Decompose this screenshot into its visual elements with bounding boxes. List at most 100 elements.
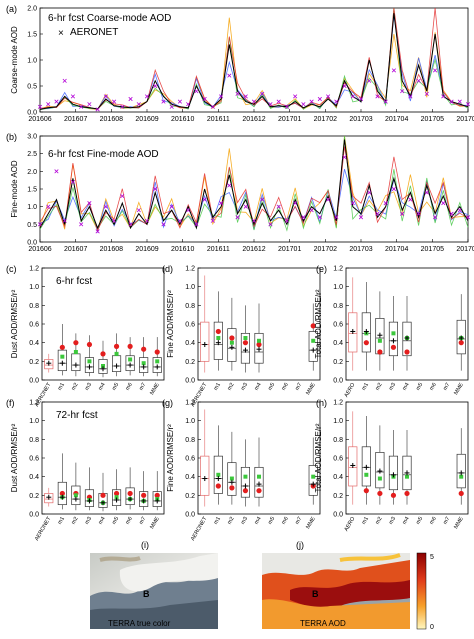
panel-f-rmse-dot <box>127 490 133 497</box>
b-xtick-label: 201606 <box>28 246 51 253</box>
b-ytick-label: 0.0 <box>27 240 37 247</box>
terra-aod-image: B TERRA AOD <box>262 553 410 629</box>
a-aeronet-point <box>37 104 43 109</box>
panel-e-category-label: m2 <box>375 382 384 392</box>
a-model-line-3 <box>39 7 469 110</box>
panel-j: (j) B TERRA AOD 5 0 <box>262 540 434 631</box>
a-aeronet-point <box>169 104 174 109</box>
b-aeronet-point <box>70 179 76 185</box>
panel-g-ytick-label: 0.8 <box>185 437 195 444</box>
b-aeronet-point <box>367 190 372 195</box>
b-aeronet-point <box>144 218 150 223</box>
panel-c-box <box>152 357 162 373</box>
panel-g-ytick-label: 0.0 <box>185 512 195 519</box>
b-aeronet-point <box>391 186 397 192</box>
panel-h-ytick-label: 0.2 <box>333 493 343 500</box>
panel-e-mean-marker <box>390 338 396 344</box>
panel-g-ytick-label: 1.2 <box>185 400 195 407</box>
panel-d-category-label: m5 <box>267 382 276 392</box>
panel-f-category-label: m4 <box>98 516 107 526</box>
panel-e-ytick-label: 0.2 <box>333 359 343 366</box>
panel-a-legend-label: AERONET <box>70 27 118 38</box>
panel-h-ytick-label: 0.8 <box>333 437 343 444</box>
panel-h-category-label: MME <box>453 516 465 530</box>
panel-g-rmse-dot <box>215 483 221 489</box>
panel-g-rmse-dot <box>229 485 235 491</box>
b-aeronet-point <box>251 218 257 223</box>
panel-f-ytick-label: 1.2 <box>29 400 39 407</box>
a-aeronet-point <box>161 99 166 104</box>
a-aeronet-point <box>416 78 421 83</box>
b-aeronet-point <box>416 211 421 216</box>
panel-g-r2-marker <box>216 472 221 477</box>
panel-c-rmse-dot <box>154 349 160 355</box>
b-aeronet-point <box>276 204 281 209</box>
a-aeronet-point <box>177 99 183 104</box>
panel-d-r2-marker <box>311 338 316 343</box>
panel-c-ytick-label: 0.6 <box>29 322 39 329</box>
panel-d-box <box>240 332 250 364</box>
b-xtick-label: 201706 <box>456 246 474 253</box>
panel-d-ytick-label: 0.2 <box>185 359 195 366</box>
panel-c-box <box>98 359 108 374</box>
a-aeronet-point <box>194 89 199 94</box>
panel-g-box <box>308 465 318 496</box>
a-ytick-label: 0.0 <box>27 110 37 117</box>
panel-e-rmse-dot <box>377 349 383 355</box>
b-xtick-label: 201608 <box>100 246 123 253</box>
panel-f-category-label: m1 <box>57 516 66 526</box>
panel-f-category-label: m6 <box>125 516 134 526</box>
panel-d-mean-marker <box>215 340 221 346</box>
panel-e-category-label: m7 <box>442 382 451 392</box>
a-aeronet-point <box>301 102 306 107</box>
panel-c-box <box>125 355 135 372</box>
panel-f-title: 72-hr fcst <box>56 410 98 421</box>
panel-f-ytick-label: 0.0 <box>29 512 39 519</box>
panel-g-ytick-label: 0.2 <box>185 493 195 500</box>
panel-e-mean-marker <box>350 328 356 334</box>
a-aeronet-point <box>210 104 215 109</box>
panel-h: (h) Total AOD/RMSE/r² 0.0 0.2 0.4 0.6 0.8 1.0 1.… <box>314 398 469 533</box>
panel-c-rmse-dot <box>141 346 147 352</box>
a-aeronet-point <box>408 94 413 99</box>
panel-d-mean-marker <box>256 346 262 352</box>
b-ytick-label: 0.5 <box>27 222 37 229</box>
a-aeronet-point <box>268 102 273 107</box>
panel-d-category-label: m7 <box>294 382 303 392</box>
a-aeronet-point <box>136 102 141 107</box>
panel-c-r2-marker <box>141 361 146 366</box>
panel-d-category-label: m6 <box>281 382 290 392</box>
panel-h-ylabel: Total AOD/RMSE/r² <box>314 423 323 492</box>
a-aeronet-point <box>449 99 454 104</box>
panel-c-rmse-dot <box>100 351 106 357</box>
panel-h-mean-marker <box>390 472 396 478</box>
b-xtick-label: 201703 <box>349 246 372 253</box>
a-aeronet-point <box>62 78 67 83</box>
terra-true-color-marker: B <box>143 589 150 599</box>
panel-h-label: (h) <box>316 398 327 408</box>
a-aeronet-point <box>424 91 429 96</box>
b-aeronet-point <box>177 218 183 223</box>
b-xtick-label: 201611 <box>207 246 230 253</box>
panel-e-category-label: m4 <box>402 382 411 392</box>
panel-e-box <box>361 312 371 353</box>
panel-e-rmse-dot <box>363 340 369 346</box>
b-aeronet-point <box>120 193 125 199</box>
a-xtick-label: 201611 <box>207 116 230 123</box>
panel-c-box <box>139 357 149 373</box>
b-aeronet-point <box>325 197 331 202</box>
panel-f-mean-marker <box>127 496 133 502</box>
a-aeronet-point <box>144 94 150 99</box>
panel-a-legend-marker: × <box>58 28 64 39</box>
panel-c-ytick-label: 1.2 <box>29 266 39 273</box>
a-aeronet-point <box>260 91 265 96</box>
panel-f-ytick-label: 0.6 <box>29 456 39 463</box>
panel-d-label: (d) <box>162 264 173 274</box>
panel-e-rmse-dot <box>404 349 410 355</box>
terra-aod-marker: B <box>312 589 319 599</box>
b-aeronet-point <box>161 222 166 227</box>
panel-e-mean-marker <box>363 328 369 334</box>
panel-f-ytick-label: 0.4 <box>29 474 39 481</box>
a-xtick-label: 201703 <box>349 116 372 123</box>
b-aeronet-point <box>375 211 380 216</box>
